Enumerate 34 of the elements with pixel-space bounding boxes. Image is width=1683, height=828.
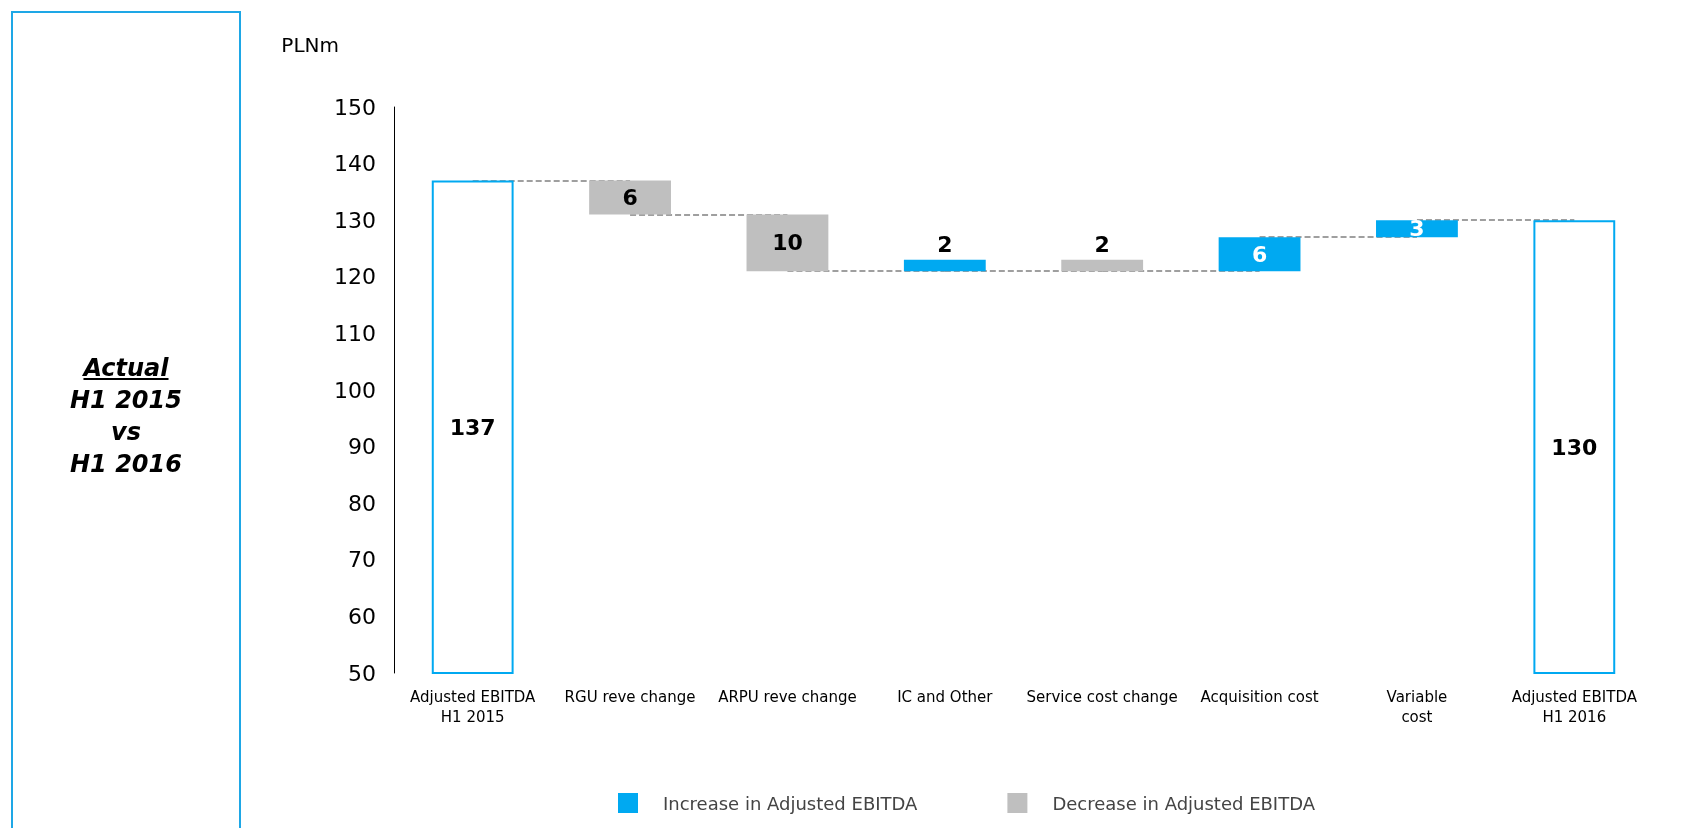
y-tick-label: 100 — [334, 377, 376, 403]
data-label: 3 — [1409, 216, 1425, 242]
legend-label: Increase in Adjusted EBITDA — [662, 792, 919, 814]
x-tick-label: Adjusted EBITDA H1 2016 — [1511, 688, 1638, 726]
x-tick-label: ARPU reve change — [718, 688, 857, 706]
text: H1 2016 — [69, 449, 183, 480]
y-tick-label: 50 — [348, 660, 376, 686]
x-tick-label: Adjusted EBITDA H1 2015 — [410, 688, 537, 726]
legend-label: Decrease in Adjusted EBITDA — [1052, 792, 1316, 814]
x-tick-label: Service cost change — [1026, 688, 1178, 706]
data-label: 10 — [772, 230, 803, 256]
y-tick-label: 90 — [348, 434, 376, 460]
y-tick-label: 130 — [334, 207, 376, 233]
x-tick-label: Acquisition cost — [1200, 688, 1319, 706]
y-tick-label: 80 — [348, 490, 376, 516]
y-tick-label: 70 — [348, 547, 376, 573]
x-tick-label: IC and Other — [897, 688, 994, 706]
data-label: 137 — [449, 414, 496, 440]
y-tick-label: 150 — [334, 94, 376, 120]
data-label: 6 — [622, 185, 638, 211]
data-label: 2 — [1094, 232, 1110, 258]
data-label: 130 — [1551, 434, 1598, 460]
text: H1 2015 — [69, 385, 183, 416]
data-label: 2 — [937, 232, 953, 258]
text: Actual — [81, 353, 170, 384]
y-tick-label: 110 — [334, 320, 376, 346]
text: vs — [110, 417, 142, 448]
y-tick-label: 60 — [348, 603, 376, 629]
y-tick-label: 140 — [334, 151, 376, 177]
x-tick-label: RGU reve change — [564, 688, 696, 706]
y-axis-title: PLNm — [281, 33, 339, 57]
x-tick-label: Variable cost — [1386, 688, 1448, 726]
y-tick-label: 120 — [334, 264, 376, 290]
data-label: 6 — [1251, 241, 1268, 267]
